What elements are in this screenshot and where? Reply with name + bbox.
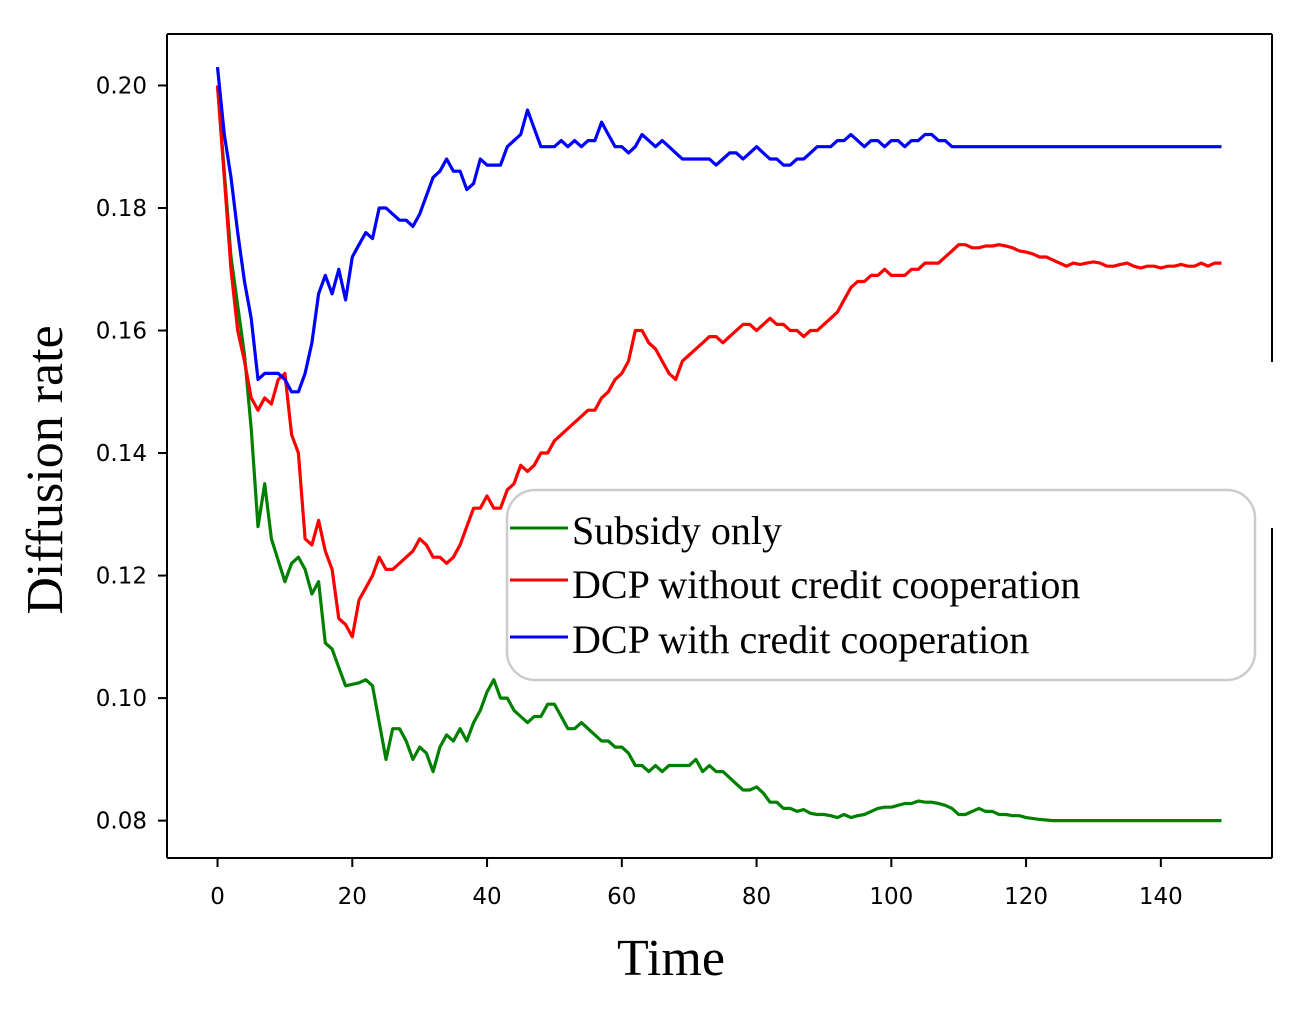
- x-tick-label: 40: [472, 884, 501, 910]
- x-tick-label: 100: [869, 884, 913, 910]
- y-tick-label: 0.16: [96, 319, 147, 345]
- y-tick-label: 0.12: [96, 564, 147, 590]
- x-tick-label: 120: [1004, 884, 1048, 910]
- series-layer: [215, 66, 1222, 823]
- x-tick-label: 140: [1139, 884, 1183, 910]
- y-tick-label: 0.14: [96, 441, 147, 467]
- x-tick-label: 60: [607, 884, 636, 910]
- y-tick-label: 0.18: [96, 196, 147, 222]
- x-tick-label: 80: [742, 884, 771, 910]
- x-axis-title: Time: [617, 930, 725, 987]
- y-tick-label: 0.08: [96, 809, 147, 835]
- legend-label-subsidy-only: Subsidy only: [572, 508, 782, 553]
- series-line-dcp-without-credit-cooperation: [215, 85, 1222, 639]
- legend: Subsidy only DCP without credit cooperat…: [505, 488, 1257, 682]
- y-axis-ticks: 0.08 0.10 0.12 0.14 0.16 0.18 0.20: [96, 73, 167, 835]
- y-tick-label: 0.10: [96, 686, 147, 712]
- legend-box: [505, 488, 1257, 682]
- x-axis-ticks: 0 20 40 60 80 100 120 140: [210, 858, 1183, 910]
- series-line-dcp-with-credit-cooperation: [215, 66, 1222, 394]
- x-tick-label: 0: [210, 884, 225, 910]
- y-axis-title: Diffusion rate: [17, 325, 74, 614]
- legend-label-dcp-without-credit: DCP without credit cooperation: [572, 562, 1080, 607]
- plot-frame: [166, 33, 1273, 859]
- series-line-subsidy-only: [215, 85, 1222, 823]
- legend-label-dcp-with-credit: DCP with credit cooperation: [572, 617, 1029, 662]
- x-tick-label: 20: [338, 884, 367, 910]
- y-tick-label: 0.20: [96, 73, 147, 99]
